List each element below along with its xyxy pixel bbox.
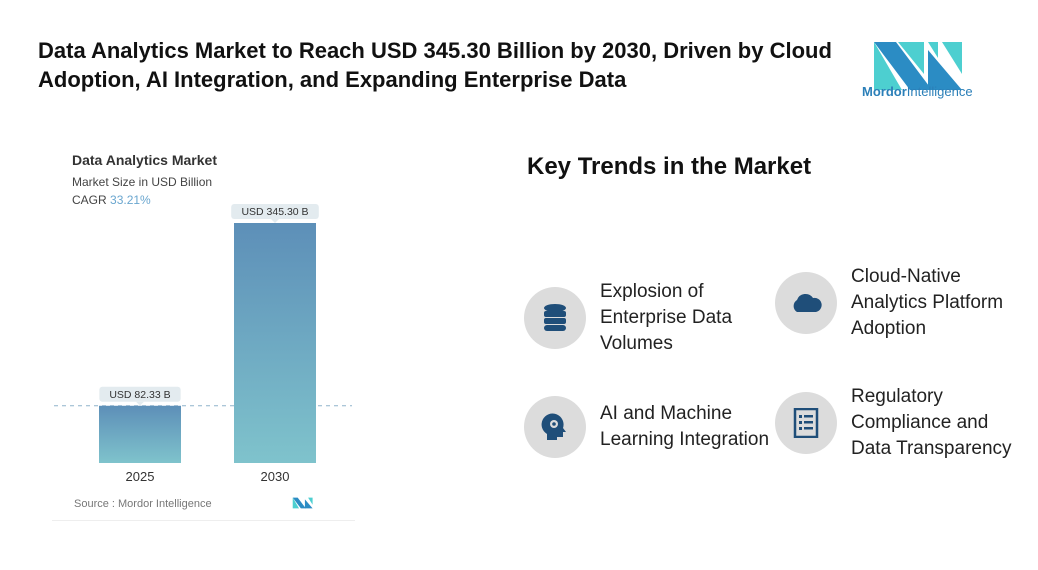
chart-title: Data Analytics Market [72, 152, 217, 168]
data-label-pointer [136, 401, 144, 406]
chart-subtitle: Market Size in USD Billion [72, 175, 213, 189]
trend-item: Explosion of Enterprise Data Volumes [524, 279, 770, 357]
bar-2025 [99, 405, 181, 463]
data-label-box [231, 204, 319, 219]
trend-item: Cloud-Native Analytics Platform Adoption [775, 264, 1021, 342]
page-title: Data Analytics Market to Reach USD 345.3… [38, 38, 832, 92]
data-label-box [99, 386, 181, 402]
mordor-logo [874, 42, 962, 90]
cagr-value: 33.21% [110, 193, 151, 207]
database-icon [524, 287, 586, 349]
ai-head-icon [524, 396, 586, 458]
data-label-pointer [271, 219, 279, 223]
trend-item: Regulatory Compliance and Data Transpare… [775, 384, 1031, 462]
chart-source: Source : Mordor Intelligence [74, 498, 212, 510]
x-tick-label: 2030 [261, 469, 290, 484]
chart-card: Data Analytics Market Market Size in USD… [52, 140, 355, 521]
logo-text: MordorIntelligence [862, 84, 973, 99]
bar-2030 [234, 223, 316, 463]
bar-chart: USD 82.33 B 2025 USD 345.30 B 2030 [54, 204, 352, 484]
trend-item: AI and Machine Learning Integration [524, 396, 770, 458]
x-tick-label: 2025 [126, 469, 155, 484]
mini-logo-icon [292, 497, 313, 509]
data-label: USD 82.33 B [109, 389, 170, 401]
data-label: USD 345.30 B [241, 206, 308, 218]
checklist-icon [775, 392, 837, 454]
trends-title: Key Trends in the Market [527, 153, 812, 180]
cagr: CAGR 33.21% [72, 193, 151, 207]
cloud-icon [775, 272, 837, 334]
